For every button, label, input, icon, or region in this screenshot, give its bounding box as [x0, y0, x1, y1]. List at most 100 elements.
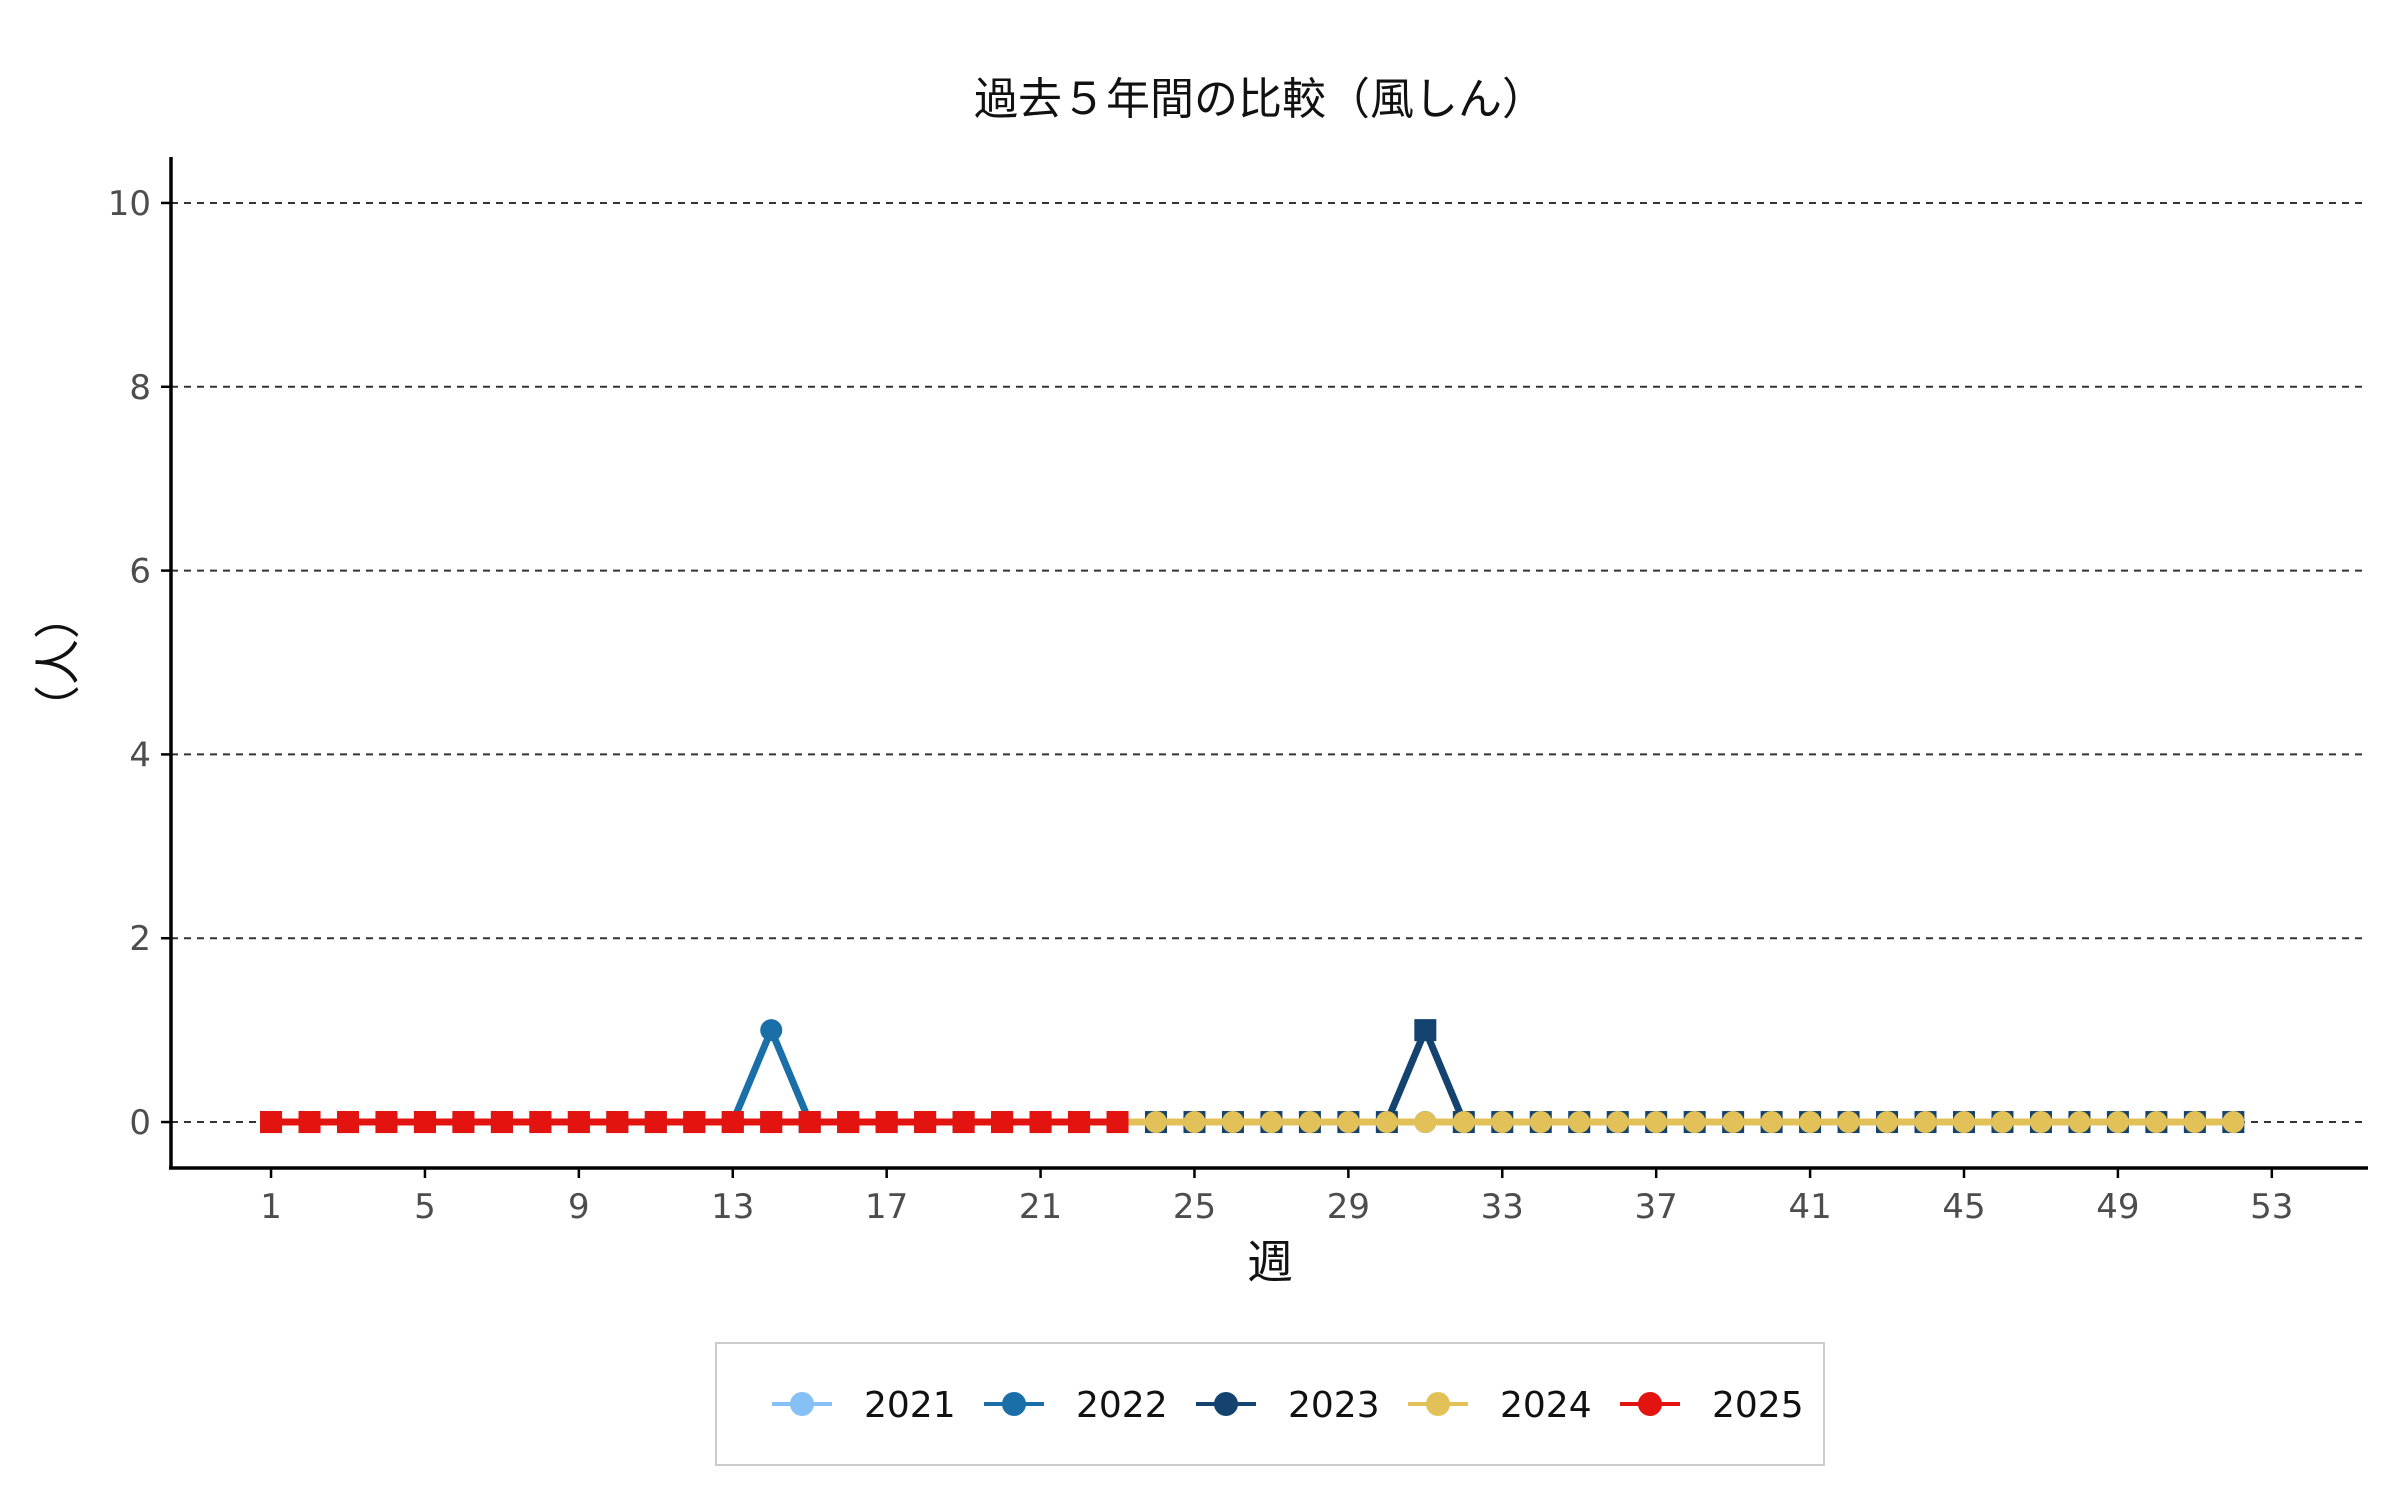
data-point: [1068, 1111, 1091, 1134]
data-point: [991, 1111, 1014, 1134]
data-point: [1414, 1019, 1437, 1042]
data-point: [1760, 1111, 1783, 1134]
data-point: [336, 1111, 359, 1134]
data-point: [1029, 1111, 1052, 1134]
legend-item-2021: 2021: [772, 1385, 956, 1426]
data-point: [1568, 1111, 1591, 1134]
data-point: [1491, 1111, 1514, 1134]
legend-label: 2024: [1500, 1385, 1592, 1426]
data-point: [1529, 1111, 1552, 1134]
data-point: [1260, 1111, 1283, 1134]
legend-label: 2023: [1288, 1385, 1380, 1426]
data-point: [760, 1111, 783, 1134]
series-2025: [260, 1111, 1129, 1134]
x-tick-label: 45: [1942, 1187, 1985, 1227]
data-point: [1375, 1111, 1398, 1134]
x-tick-label: 33: [1481, 1187, 1524, 1227]
legend-marker: [1426, 1392, 1450, 1416]
series-2022: [260, 1019, 2245, 1134]
data-point: [1606, 1111, 1629, 1134]
data-point: [1414, 1111, 1437, 1134]
y-tick-label: 8: [129, 368, 151, 408]
legend-label: 2021: [864, 1385, 956, 1426]
data-point: [1106, 1111, 1129, 1134]
y-tick-label: 10: [108, 184, 151, 224]
x-tick-label: 9: [568, 1187, 590, 1227]
x-tick-label: 5: [414, 1187, 436, 1227]
legend-marker: [1002, 1392, 1026, 1416]
data-point: [413, 1111, 436, 1134]
data-point: [1337, 1111, 1360, 1134]
data-point: [914, 1111, 937, 1134]
axis-ticks: 0 2 4 6 8 10 1 5 9 13 17 21 25 29 33 37 41 45 49 53: [108, 184, 2294, 1227]
legend: 2021 2022 2023 2024 2025: [715, 1342, 1825, 1466]
data-point: [1144, 1111, 1167, 1134]
legend-item-2023: 2023: [1196, 1385, 1380, 1426]
data-point: [490, 1111, 513, 1134]
data-point: [375, 1111, 398, 1134]
data-point: [875, 1111, 898, 1134]
series-2023: [260, 1019, 2245, 1134]
data-point: [2145, 1111, 2168, 1134]
data-point: [1914, 1111, 1937, 1134]
data-point: [1683, 1111, 1706, 1134]
x-axis-title: 週: [1247, 1235, 1293, 1289]
data-point: [567, 1111, 590, 1134]
x-tick-label: 17: [865, 1187, 908, 1227]
legend-marker: [1214, 1392, 1238, 1416]
x-tick-label: 49: [2096, 1187, 2139, 1227]
data-point: [1221, 1111, 1244, 1134]
data-point: [644, 1111, 667, 1134]
data-point: [1952, 1111, 1975, 1134]
x-tick-label: 37: [1635, 1187, 1678, 1227]
data-point: [683, 1111, 706, 1134]
x-tick-label: 13: [711, 1187, 754, 1227]
series-line-2023: [267, 1026, 2237, 1126]
data-point: [2106, 1111, 2129, 1134]
data-point: [606, 1111, 629, 1134]
data-point: [1183, 1111, 1206, 1134]
y-axis-title: （人）: [31, 593, 85, 731]
data-point: [1799, 1111, 1822, 1134]
data-point: [1452, 1111, 1475, 1134]
legend-item-2025: 2025: [1620, 1385, 1804, 1426]
data-point: [1837, 1111, 1860, 1134]
data-point: [2183, 1111, 2206, 1134]
x-tick-label: 53: [2250, 1187, 2293, 1227]
data-point: [721, 1111, 744, 1134]
x-tick-label: 1: [260, 1187, 282, 1227]
data-point: [760, 1019, 783, 1042]
plot-area: [260, 1019, 2245, 1134]
x-tick-label: 21: [1019, 1187, 1062, 1227]
x-tick-label: 41: [1788, 1187, 1831, 1227]
data-point: [260, 1111, 283, 1134]
data-point: [1645, 1111, 1668, 1134]
data-point: [298, 1111, 321, 1134]
data-point: [2222, 1111, 2245, 1134]
legend-marker: [1638, 1392, 1662, 1416]
chart-title: 過去５年間の比較（風しん）: [974, 74, 1546, 125]
data-point: [2029, 1111, 2052, 1134]
data-point: [1876, 1111, 1899, 1134]
legend-label: 2022: [1076, 1385, 1168, 1426]
data-point: [952, 1111, 975, 1134]
legend-marker: [790, 1392, 814, 1416]
data-point: [837, 1111, 860, 1134]
y-tick-label: 0: [129, 1103, 151, 1143]
data-point: [798, 1111, 821, 1134]
series-line-2022: [267, 1026, 2237, 1126]
y-tick-label: 2: [129, 919, 151, 959]
legend-label: 2025: [1712, 1385, 1804, 1426]
x-tick-label: 25: [1173, 1187, 1216, 1227]
data-point: [1298, 1111, 1321, 1134]
gridlines: [171, 201, 2368, 1124]
legend-item-2024: 2024: [1408, 1385, 1592, 1426]
data-point: [1991, 1111, 2014, 1134]
y-tick-label: 4: [129, 735, 151, 775]
data-point: [529, 1111, 552, 1134]
data-point: [452, 1111, 475, 1134]
x-tick-label: 29: [1327, 1187, 1370, 1227]
y-tick-label: 6: [129, 552, 151, 592]
legend-item-2022: 2022: [984, 1385, 1168, 1426]
